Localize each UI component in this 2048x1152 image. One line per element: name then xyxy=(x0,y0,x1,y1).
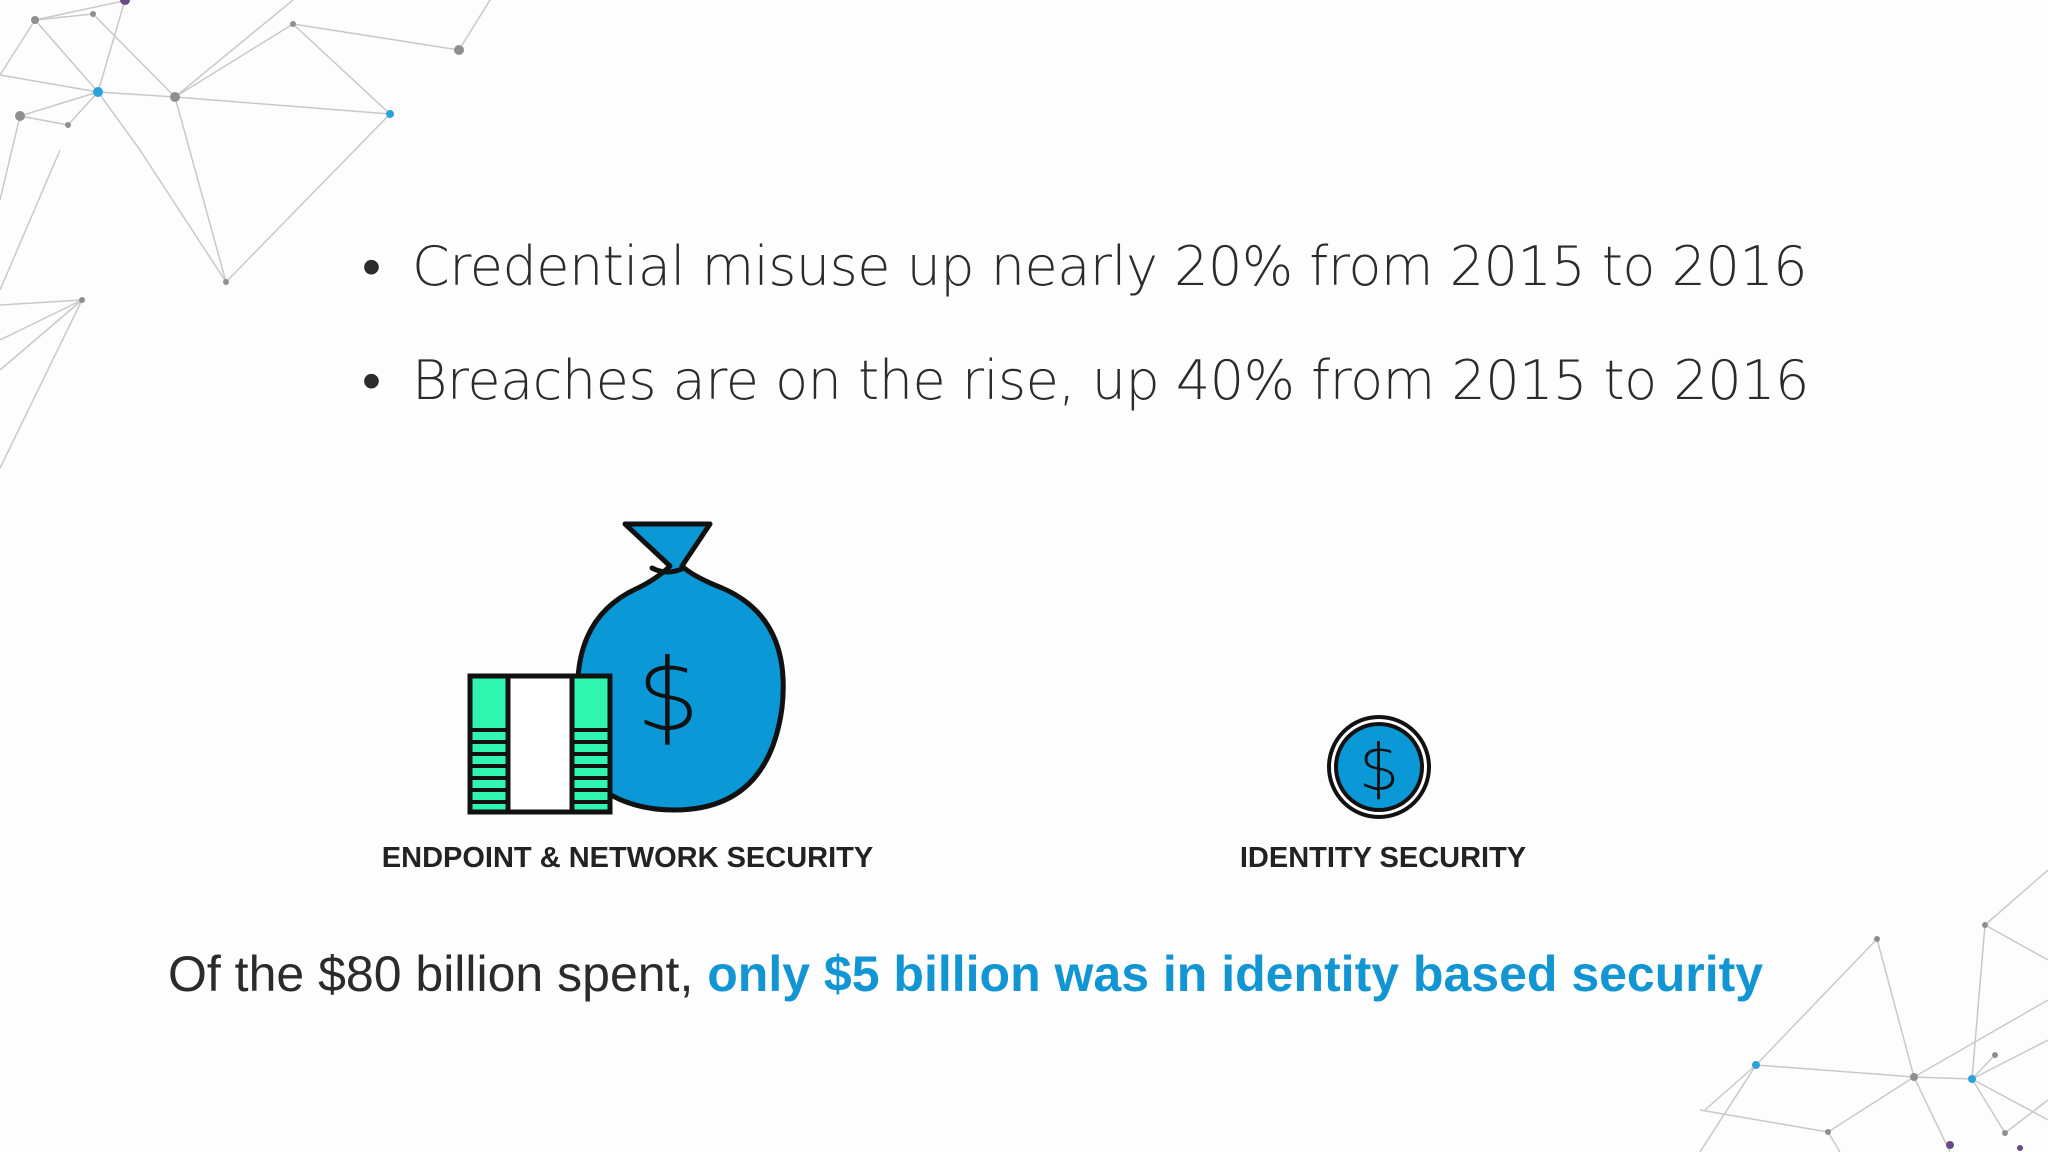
caption-identity-security: IDENTITY SECURITY xyxy=(1239,842,1527,874)
bullet-list: Credential misuse up nearly 20% from 201… xyxy=(362,210,1809,438)
summary-plain-text: Of the $80 billion spent, xyxy=(168,946,694,1002)
dollar-coin-icon: $ xyxy=(1326,714,1432,820)
summary-highlight-text: only $5 billion was in identity based se… xyxy=(707,946,1764,1002)
caption-endpoint-network-security: ENDPOINT & NETWORK SECURITY xyxy=(381,842,874,874)
summary-statement: Of the $80 billion spent, only $5 billio… xyxy=(168,945,1763,1003)
money-bag-icon: $ xyxy=(462,518,790,816)
coin-dollar-sign: $ xyxy=(1359,732,1400,806)
bullet-breaches-rise: Breaches are on the rise, up 40% from 20… xyxy=(362,324,1809,438)
bullet-credential-misuse: Credential misuse up nearly 20% from 201… xyxy=(362,210,1809,324)
money-bag-dollar-sign: $ xyxy=(636,637,700,754)
